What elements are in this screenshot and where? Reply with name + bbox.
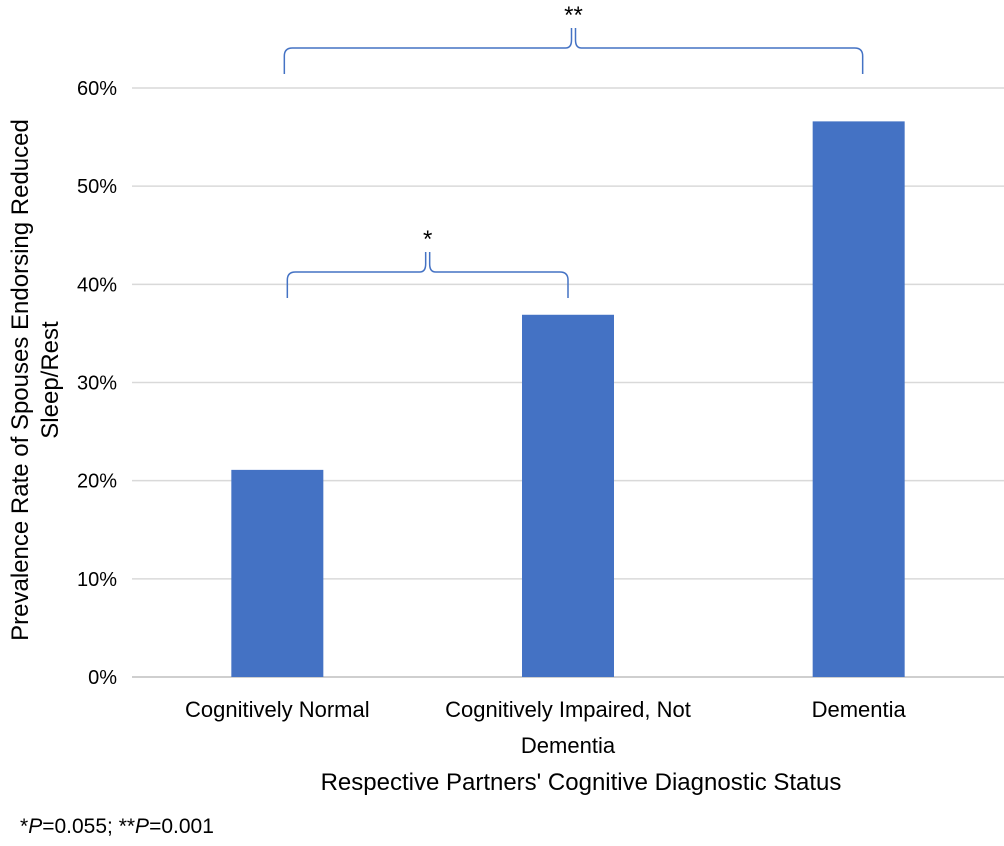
- y-tick-label: 20%: [77, 471, 117, 493]
- bars: [231, 121, 905, 678]
- y-tick-label: 10%: [77, 569, 117, 591]
- y-tick-label: 40%: [77, 274, 117, 296]
- footnote-p1-italic: P: [28, 815, 43, 838]
- bar: [812, 121, 905, 678]
- footnote-p1-value: =0.055;: [42, 815, 119, 838]
- significance-label: **: [564, 2, 583, 29]
- bar: [522, 314, 614, 677]
- footnote-p2-prefix: **: [118, 815, 136, 838]
- x-category-label: Dementia: [812, 697, 907, 722]
- y-tick-label: 0%: [88, 667, 117, 689]
- y-tick-label: 60%: [77, 78, 117, 100]
- significance-label: *: [423, 226, 432, 253]
- x-axis-categories: Cognitively Normal Cognitively Impaired, …: [185, 697, 906, 758]
- x-category-label: Cognitively Normal: [185, 697, 370, 722]
- footnote-p1-prefix: *: [20, 815, 29, 838]
- significance-braces: ***: [283, 2, 864, 298]
- y-axis-title: Prevalence Rate of Spouses Endorsing Red…: [7, 119, 64, 641]
- y-axis-ticks: 0% 10% 20% 30% 40% 50% 60%: [77, 78, 117, 689]
- bar: [231, 469, 324, 677]
- significance-brace: [283, 28, 864, 74]
- significance-brace: [286, 252, 569, 298]
- footnote-p2-value: =0.001: [149, 815, 214, 838]
- footnote-p2-italic: P: [135, 815, 150, 838]
- y-tick-label: 50%: [77, 176, 117, 198]
- x-axis-title: Respective Partners' Cognitive Diagnosti…: [321, 769, 842, 796]
- x-category-label: Cognitively Impaired, Not Dementia: [445, 697, 691, 758]
- footnote: *P=0.055; **P=0.001: [20, 815, 214, 839]
- y-tick-label: 30%: [77, 373, 117, 395]
